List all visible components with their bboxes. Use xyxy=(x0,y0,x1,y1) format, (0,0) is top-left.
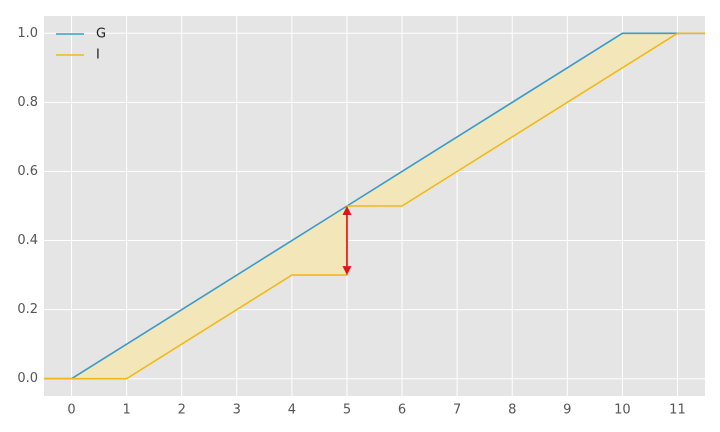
x-tick-label: 8 xyxy=(508,403,516,418)
y-tick-label: 0.8 xyxy=(17,95,38,110)
x-tick-label: 1 xyxy=(122,403,130,418)
y-tick-label: 0.2 xyxy=(17,302,38,317)
arrowhead xyxy=(342,266,352,276)
x-tick-label: 7 xyxy=(453,403,461,418)
y-tick-label: 0.4 xyxy=(17,233,38,248)
legend-label: I xyxy=(96,48,100,63)
x-tick-label: 11 xyxy=(669,403,686,418)
x-tick-label: 3 xyxy=(233,403,241,418)
x-tick-label: 0 xyxy=(67,403,75,418)
y-tick-label: 0.0 xyxy=(17,371,38,386)
arrowhead xyxy=(342,206,352,215)
x-tick-label: 4 xyxy=(288,403,296,418)
x-tick-label: 9 xyxy=(563,403,571,418)
legend-label: G xyxy=(96,27,106,42)
x-tick-label: 10 xyxy=(614,403,631,418)
x-tick-label: 2 xyxy=(178,403,186,418)
y-tick-label: 0.6 xyxy=(17,164,38,179)
x-tick-label: 6 xyxy=(398,403,406,418)
x-tick-label: 5 xyxy=(343,403,351,418)
y-tick-label: 1.0 xyxy=(17,26,38,41)
